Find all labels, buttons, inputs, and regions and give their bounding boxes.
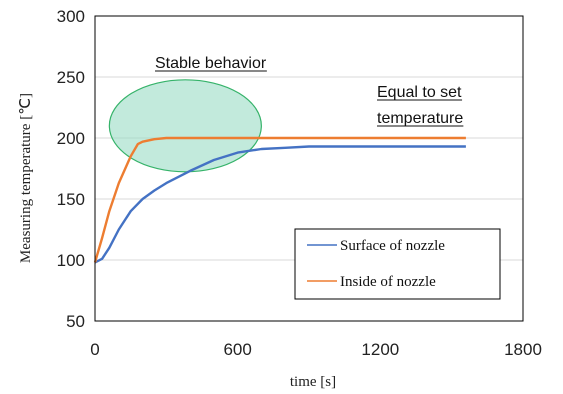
series-layer xyxy=(93,136,466,264)
y-tick-label-50: 50 xyxy=(66,312,85,331)
annotation-temperature: temperature xyxy=(377,110,463,127)
y-tick-label-200: 200 xyxy=(57,129,85,148)
x-tick-label-1800: 1800 xyxy=(504,340,542,359)
y-axis-title: Measuring temperature [℃] xyxy=(18,93,34,263)
tick-labels: 50 100 150 200 250 300 0 600 1200 1800 xyxy=(57,7,542,359)
stable-region-ellipse xyxy=(108,79,262,173)
y-tick-label-300: 300 xyxy=(57,7,85,26)
x-tick-label-1200: 1200 xyxy=(361,340,399,359)
series-line-surface-of-nozzle xyxy=(94,145,466,264)
annotation-equal-to-set: Equal to set xyxy=(377,84,462,101)
y-tick-label-150: 150 xyxy=(57,190,85,209)
legend-box xyxy=(294,228,501,300)
annotation-stable-behavior: Stable behavior xyxy=(155,55,267,72)
axes xyxy=(94,15,524,322)
x-tick-label-600: 600 xyxy=(223,340,251,359)
plot-frame xyxy=(94,15,524,322)
y-tick-label-100: 100 xyxy=(57,251,85,270)
series-line-inside-of-nozzle xyxy=(93,136,466,263)
x-tick-label-0: 0 xyxy=(90,340,99,359)
annotation-underlines xyxy=(155,70,464,127)
highlight-layer xyxy=(108,79,262,173)
x-axis-title: time [s] xyxy=(290,374,336,390)
legend: Surface of nozzle Inside of nozzle xyxy=(294,228,501,300)
annotations: Stable behavior Equal to set temperature xyxy=(155,55,463,127)
y-tick-label-250: 250 xyxy=(57,68,85,87)
legend-label-surface: Surface of nozzle xyxy=(340,238,445,254)
legend-label-inside: Inside of nozzle xyxy=(340,274,436,290)
